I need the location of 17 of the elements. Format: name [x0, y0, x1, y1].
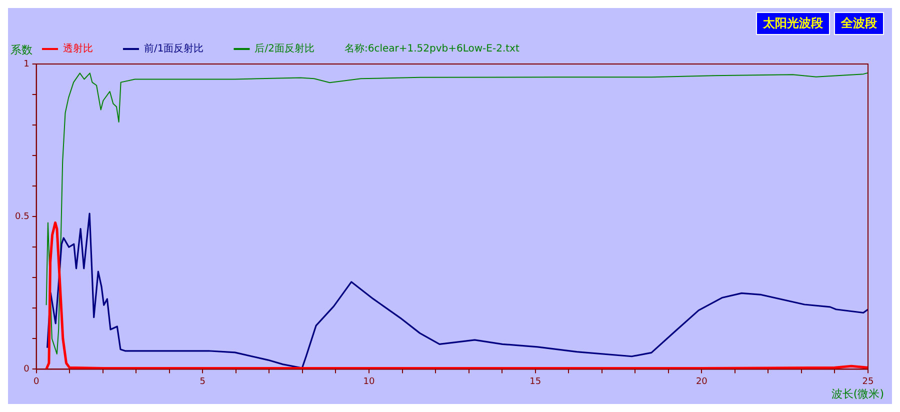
x-axis-title: 波长(微米) [831, 388, 884, 401]
x-tick-label: 20 [696, 376, 708, 387]
y-tick-label: 0 [24, 364, 30, 375]
x-tick-label: 25 [862, 376, 874, 387]
legend-label: 透射比 [63, 42, 93, 55]
legend-label: 前/1面反射比 [144, 42, 204, 55]
y-tick-label: 0.5 [14, 212, 30, 222]
x-tick-label: 10 [363, 376, 375, 387]
legend-label: 后/2面反射比 [254, 42, 314, 55]
y-axis-title: 系数 [10, 43, 32, 56]
x-tick-label: 5 [200, 376, 206, 387]
chart-subtitle: 名称:6clear+1.52pvb+6Low-E-2.txt [344, 42, 520, 55]
x-tick-label: 0 [33, 376, 40, 387]
x-tick-label: 15 [530, 376, 542, 387]
button: 全波段 [834, 12, 884, 35]
y-tick-label: 1 [24, 59, 30, 70]
button: 太阳光波段 [756, 12, 830, 35]
